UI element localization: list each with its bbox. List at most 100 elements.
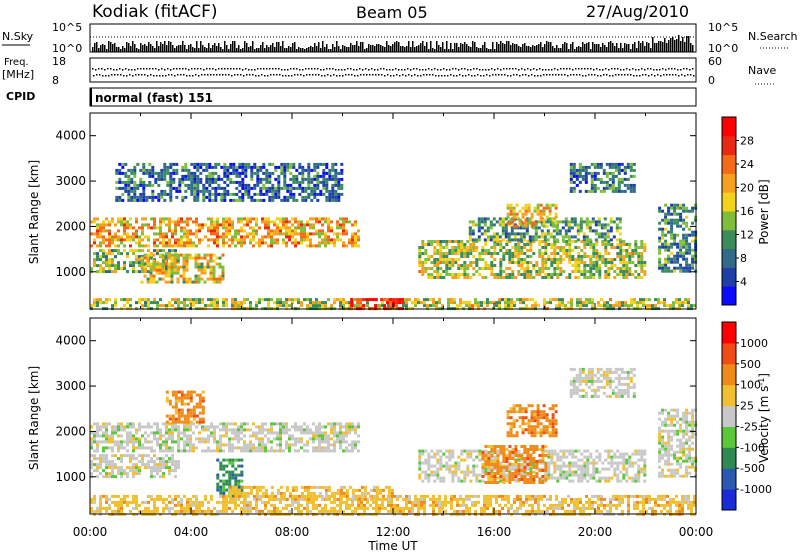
power-echo-cell (619, 261, 623, 264)
power-echo-cell (682, 257, 686, 261)
power-echo-cell (256, 180, 260, 184)
nave-dot (390, 75, 392, 77)
vel-echo-cell (138, 425, 141, 429)
freq-dot (146, 68, 148, 70)
power-echo-cell (676, 224, 680, 228)
vel-echo-cell (174, 466, 177, 470)
nave-dot (474, 75, 476, 77)
freq-dot (182, 68, 184, 70)
power-echo-cell (108, 241, 111, 245)
freq-dot (344, 69, 346, 71)
power-echo-cell (539, 212, 543, 216)
freq-dot (503, 68, 505, 70)
vel-echo-cell (282, 422, 285, 426)
power-echo-cell (291, 223, 294, 227)
power-echo-cell (587, 165, 591, 169)
vel-echo-cell (225, 431, 228, 435)
freq-label-2: [MHz] (2, 68, 34, 81)
vel-echo-cell (336, 440, 339, 444)
nave-dot (429, 74, 431, 76)
power-echo-cell (548, 212, 552, 216)
power-echo-cell (517, 249, 521, 252)
power-echo-cell (154, 180, 158, 184)
nave-dot (198, 75, 200, 77)
freq-dot (149, 68, 151, 70)
vel-echo-cell (243, 446, 246, 450)
vel-echo-cell (114, 443, 117, 447)
vel-echo-cell (132, 422, 135, 426)
power-echo-cell (231, 301, 234, 305)
nsky-bar (92, 47, 94, 52)
power-echo-cell (172, 168, 176, 172)
power-echo-cell (234, 298, 237, 302)
nsky-bar (326, 44, 328, 52)
power-echo-cell (682, 254, 686, 258)
power-echo-cell (158, 253, 162, 257)
power-echo-cell (595, 243, 599, 246)
power-echo-cell (626, 162, 630, 166)
nsky-bar (506, 41, 508, 52)
power-echo-cell (598, 276, 602, 279)
nsky-bar (378, 44, 380, 52)
vel-echo-cell (351, 428, 354, 432)
power-echo-cell (196, 183, 200, 187)
power-echo-cell (232, 171, 236, 175)
power-echo-cell (533, 209, 537, 213)
power-echo-cell (99, 244, 102, 248)
power-echo-cell (532, 252, 536, 255)
power-echo-cell (597, 301, 600, 305)
power-echo-cell (679, 203, 683, 207)
power-echo-cell (207, 298, 210, 302)
vel-echo-cell (198, 399, 202, 403)
power-echo-cell (581, 168, 585, 172)
vel-echo-cell (153, 431, 156, 435)
power-echo-cell (147, 301, 150, 305)
power-echo-cell (501, 232, 505, 236)
power-echo-cell (226, 189, 230, 193)
power-echo-cell (451, 252, 455, 255)
freq-dot (254, 69, 256, 71)
vel-echo-cell (336, 434, 339, 438)
power-echo-cell (601, 240, 605, 243)
power-echo-cell (549, 232, 553, 236)
power-echo-cell (105, 217, 108, 221)
power-echo-cell (593, 162, 597, 166)
power-echo-cell (166, 165, 170, 169)
vel-echo-cell (174, 428, 177, 432)
power-echo-cell (543, 301, 546, 305)
power-echo-cell (589, 276, 593, 279)
power-echo-cell (590, 177, 594, 181)
power-echo-cell (309, 232, 312, 236)
power-echo-cell (622, 276, 626, 279)
vel-echo-cell (99, 466, 102, 470)
power-echo-cell (240, 229, 243, 233)
power-echo-cell (127, 174, 131, 178)
nave-dot (513, 74, 515, 76)
power-echo-cell (463, 270, 467, 273)
power-echo-cell (159, 223, 162, 227)
power-echo-cell (331, 168, 335, 172)
power-echo-cell (225, 220, 228, 224)
power-echo-cell (321, 304, 324, 308)
power-echo-cell (135, 270, 138, 274)
freq-dot (92, 68, 94, 70)
vel-echo-cell (204, 428, 207, 432)
power-echo-cell (499, 273, 503, 276)
vel-echo-cell (201, 390, 205, 394)
power-echo-cell (545, 224, 549, 228)
power-echo-cell (492, 223, 496, 227)
power-echo-cell (648, 304, 651, 308)
power-echo-cell (514, 249, 518, 252)
nsky-bar (298, 47, 300, 52)
power-echo-cell (142, 186, 146, 190)
power-echo-cell (512, 206, 516, 210)
power-echo-cell (685, 248, 689, 252)
power-echo-cell (685, 251, 689, 255)
vel-echo-cell (198, 393, 202, 397)
power-echo-cell (489, 301, 492, 305)
power-echo-cell (526, 249, 530, 252)
power-echo-cell (271, 183, 275, 187)
power-echo-cell (121, 180, 125, 184)
power-echo-cell (203, 256, 207, 260)
power-echo-cell (528, 238, 532, 242)
